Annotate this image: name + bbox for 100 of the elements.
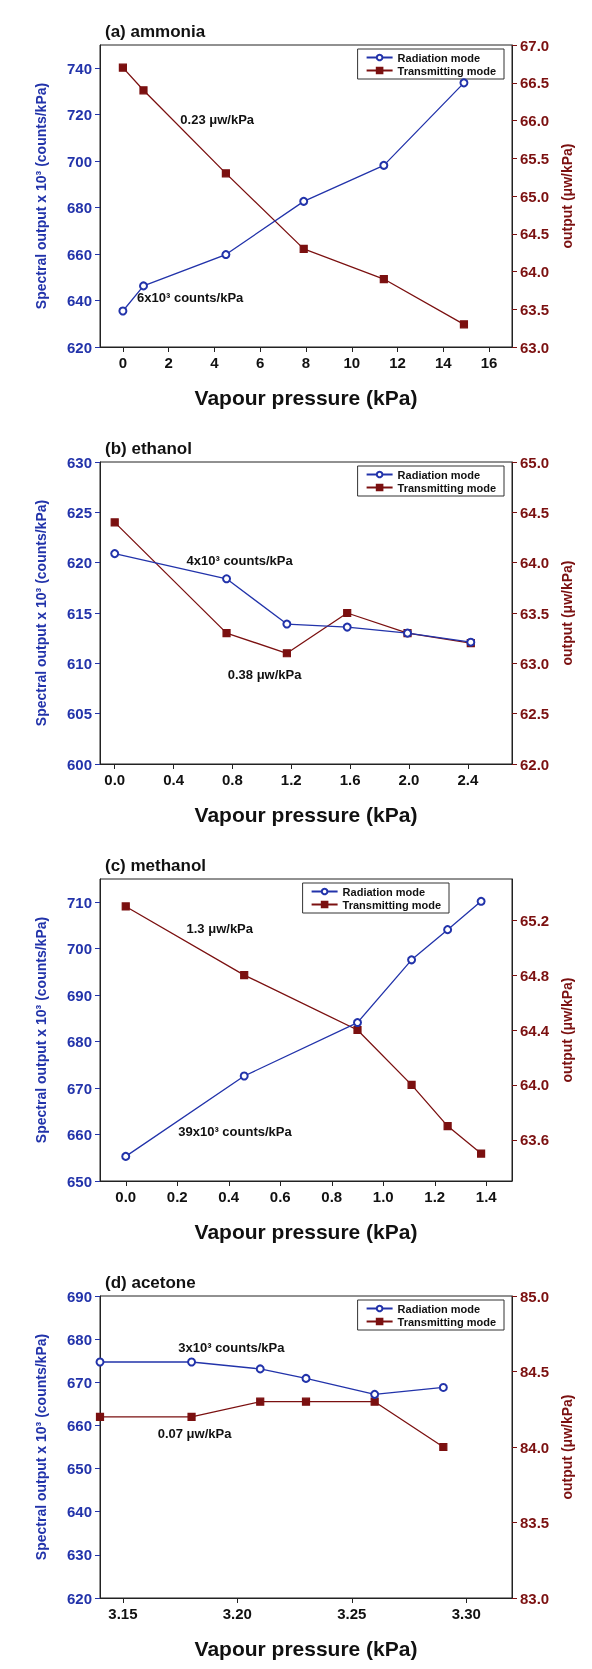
y-tick-label: 615 — [66, 604, 92, 622]
annotation: 0.07 μw/kPa — [157, 1425, 233, 1441]
legend-label: Radiation mode — [397, 1302, 481, 1315]
x-tick-label: 16 — [480, 354, 498, 371]
x-tick-label: 1.2 — [424, 1188, 446, 1205]
y-tick-label: 660 — [66, 1126, 92, 1144]
y2-tick-label: 64.5 — [520, 503, 550, 521]
y-tick-label: 740 — [66, 59, 92, 77]
y2-tick-label: 83.5 — [520, 1514, 550, 1531]
x-tick-label: 0 — [118, 354, 128, 371]
x-tick-label: 2.0 — [398, 771, 420, 788]
y-tick-label: 710 — [66, 893, 92, 911]
y2-tick-label: 63.5 — [520, 604, 550, 622]
y2-tick-label: 62.0 — [520, 755, 550, 773]
y2-tick-label: 63.6 — [520, 1131, 550, 1149]
annotation: 4x10³ counts/kPa — [186, 552, 294, 568]
x-tick-label: 3.20 — [222, 1605, 252, 1622]
y2-tick-label: 65.0 — [520, 453, 550, 471]
legend-label: Transmitting mode — [397, 1315, 497, 1328]
y2-tick-label: 62.5 — [520, 705, 550, 723]
y-tick-label: 650 — [66, 1172, 92, 1190]
y-tick-label: 700 — [66, 940, 92, 958]
annotation: 3x10³ counts/kPa — [178, 1339, 286, 1355]
y2-axis-title: output (μw/kPa) — [559, 977, 576, 1083]
y2-tick-label: 64.4 — [520, 1021, 550, 1039]
y-tick-label: 600 — [66, 755, 92, 773]
y2-tick-label: 64.0 — [520, 263, 550, 280]
y2-tick-label: 63.0 — [520, 654, 550, 672]
y-tick-label: 660 — [66, 1416, 92, 1434]
annotation: 0.23 μw/kPa — [180, 111, 255, 127]
annotation: 39x10³ counts/kPa — [178, 1123, 293, 1139]
x-tick-label: 1.4 — [475, 1188, 498, 1205]
y2-tick-label: 64.0 — [520, 1076, 550, 1094]
y-axis-title: Spectral output x 10³ (counts/kPa) — [33, 916, 49, 1144]
x-tick-label: 6 — [256, 354, 265, 371]
chart-title: (b) ethanol — [105, 439, 192, 458]
x-tick-label: 1.0 — [372, 1188, 394, 1205]
annotation: 6x10³ counts/kPa — [137, 289, 245, 305]
y2-tick-label: 64.0 — [520, 554, 550, 572]
legend-label: Radiation mode — [397, 51, 481, 64]
y2-tick-label: 83.0 — [520, 1589, 550, 1607]
x-tick-label: 8 — [301, 354, 311, 371]
y-axis-title: Spectral output x 10³ (counts/kPa) — [33, 82, 49, 310]
y2-tick-label: 65.5 — [520, 149, 550, 167]
x-tick-label: 1.6 — [339, 771, 361, 788]
x-tick-label: 0.0 — [115, 1188, 137, 1205]
y-tick-label: 630 — [66, 1546, 92, 1564]
x-tick-label: 0.8 — [222, 771, 243, 788]
y-axis-title: Spectral output x 10³ (counts/kPa) — [33, 1333, 49, 1561]
legend-label: Transmitting mode — [397, 64, 497, 77]
y2-tick-label: 84.0 — [520, 1438, 550, 1456]
chart-title: (c) methanol — [105, 856, 207, 875]
x-axis-title: Vapour pressure (kPa) — [194, 386, 418, 409]
y-tick-label: 660 — [66, 245, 92, 263]
y-tick-label: 670 — [66, 1079, 92, 1097]
x-tick-label: 0.4 — [163, 771, 185, 788]
y-tick-label: 620 — [66, 554, 92, 572]
x-tick-label: 2.4 — [457, 771, 479, 788]
x-tick-label: 10 — [343, 354, 361, 371]
chart-title: (d) acetone — [105, 1273, 196, 1292]
y-tick-label: 630 — [66, 453, 92, 471]
y-tick-label: 720 — [66, 106, 92, 124]
legend-label: Transmitting mode — [397, 481, 497, 494]
y2-tick-label: 65.0 — [520, 187, 550, 205]
x-tick-label: 0.8 — [321, 1188, 343, 1205]
x-tick-label: 0.4 — [218, 1188, 240, 1205]
y-tick-label: 610 — [66, 654, 92, 672]
y-tick-label: 700 — [66, 152, 92, 170]
y-tick-label: 680 — [66, 1033, 92, 1051]
y-tick-label: 680 — [66, 1330, 92, 1348]
y2-tick-label: 63.0 — [520, 338, 550, 356]
y2-tick-label: 67.0 — [520, 36, 550, 54]
y-tick-label: 640 — [66, 292, 92, 310]
y-tick-label: 690 — [66, 986, 92, 1004]
y-tick-label: 605 — [66, 705, 92, 723]
x-tick-label: 3.15 — [108, 1605, 138, 1622]
annotation: 1.3 μw/kPa — [186, 921, 254, 937]
y2-axis-title: output (μw/kPa) — [559, 560, 576, 666]
y-tick-label: 680 — [66, 199, 92, 217]
y2-tick-label: 63.5 — [520, 300, 550, 318]
y-tick-label: 640 — [66, 1503, 92, 1521]
legend-label: Radiation mode — [342, 885, 426, 898]
y2-tick-label: 66.0 — [520, 112, 550, 129]
y2-tick-label: 65.2 — [520, 911, 550, 929]
x-tick-label: 12 — [389, 354, 406, 371]
y2-axis-title: output (μw/kPa) — [559, 1394, 576, 1500]
y-tick-label: 620 — [66, 1589, 92, 1607]
y-tick-label: 690 — [66, 1287, 92, 1305]
x-axis-title: Vapour pressure (kPa) — [194, 1637, 418, 1660]
x-tick-label: 4 — [210, 354, 220, 371]
annotation: 0.38 μw/kPa — [227, 667, 303, 683]
legend-label: Transmitting mode — [342, 898, 442, 911]
y-tick-label: 670 — [66, 1373, 92, 1391]
x-tick-label: 3.30 — [451, 1605, 481, 1622]
chart-title: (a) ammonia — [105, 22, 206, 41]
x-axis-title: Vapour pressure (kPa) — [194, 1220, 418, 1243]
y2-tick-label: 64.5 — [520, 225, 550, 243]
y2-tick-label: 66.5 — [520, 74, 550, 92]
x-axis-title: Vapour pressure (kPa) — [194, 803, 418, 826]
x-tick-label: 3.25 — [337, 1605, 367, 1622]
